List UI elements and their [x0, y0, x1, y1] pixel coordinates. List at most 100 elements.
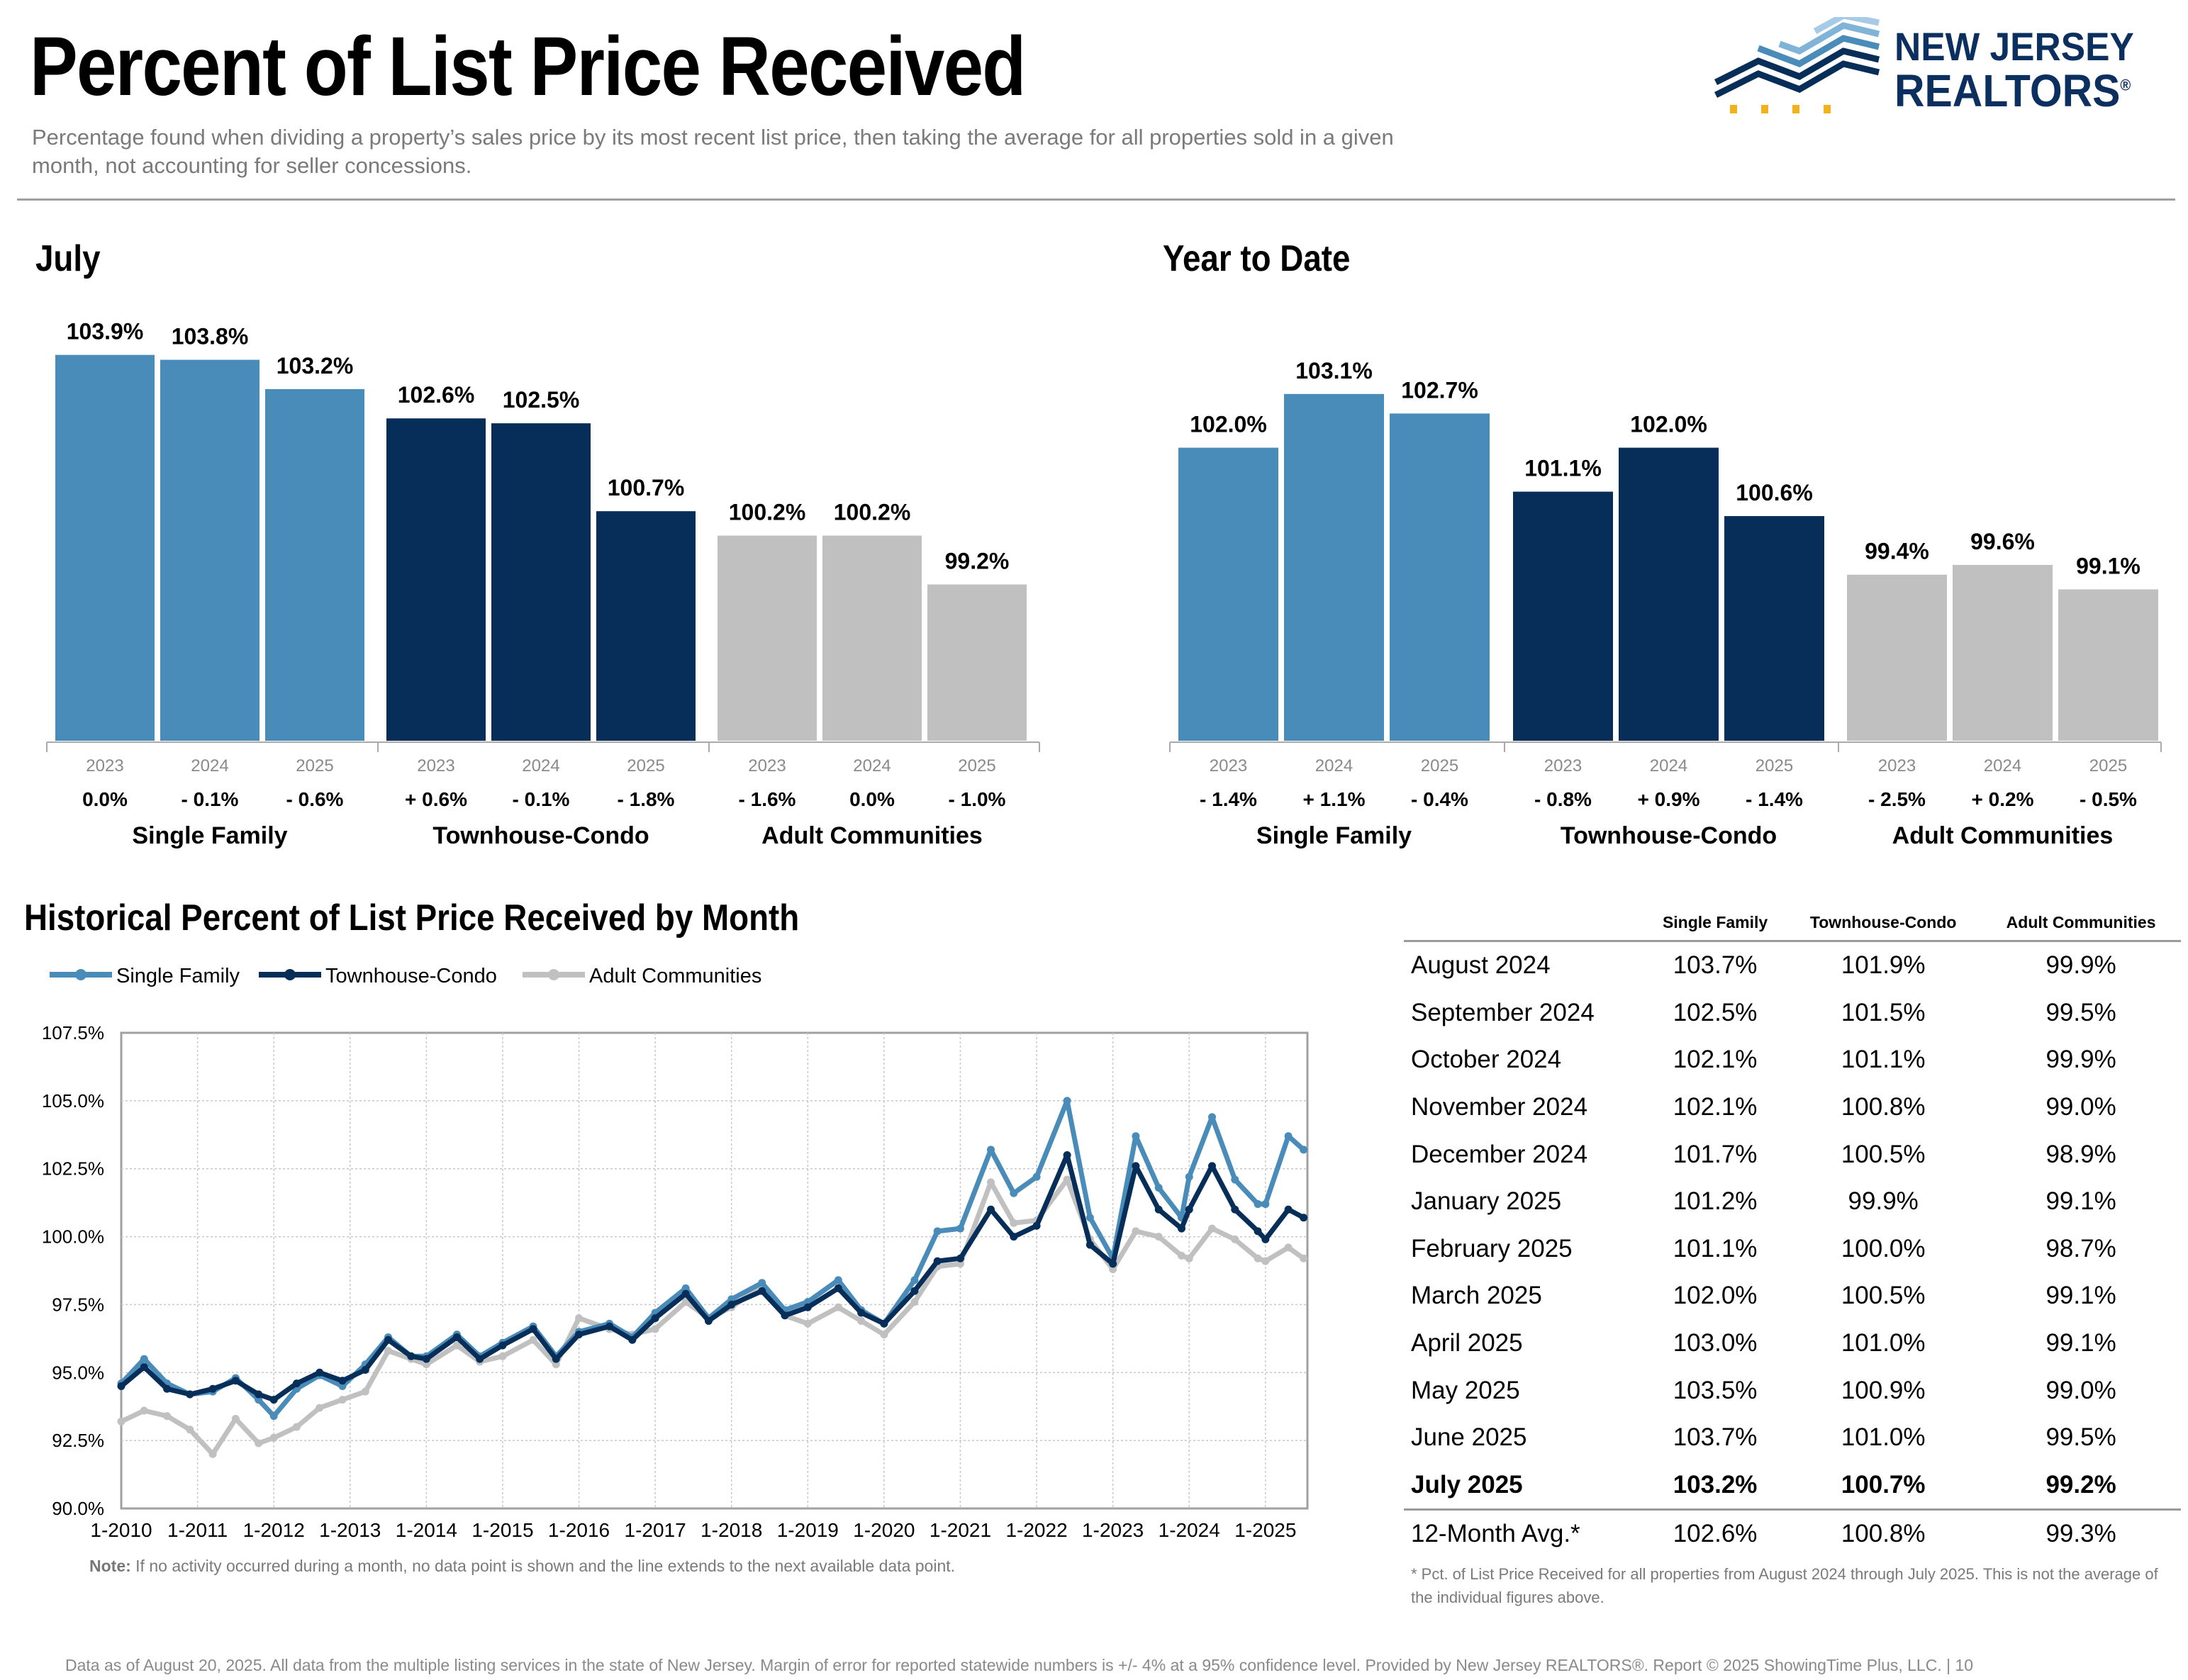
data-point: [1032, 1172, 1041, 1181]
bar-value-label: 102.0%: [1630, 412, 1707, 437]
table-cell-tc: 101.1%: [1841, 1046, 1926, 1074]
data-point: [269, 1433, 278, 1442]
bar-value-label: 100.6%: [1736, 480, 1813, 505]
data-point: [1010, 1233, 1018, 1241]
plot-area: [120, 1031, 1309, 1510]
logo-line-1: NEW JERSEY: [1894, 24, 2134, 69]
data-point: [1154, 1205, 1163, 1214]
data-point: [186, 1426, 194, 1434]
legend-marker: [75, 969, 86, 980]
table-cell-sf: 102.0%: [1673, 1282, 1758, 1310]
bar: [491, 423, 591, 741]
data-point: [338, 1396, 347, 1404]
table-header-adult-communities: Adult Communities: [2006, 912, 2156, 931]
bar-chart-title: Year to Date: [1163, 238, 1350, 279]
table-cell-sf: 103.7%: [1673, 1423, 1758, 1452]
table-cell-tc: 100.8%: [1841, 1093, 1926, 1121]
bar-change-label: - 2.5%: [1868, 788, 1926, 810]
bar-value-label: 103.2%: [277, 353, 354, 379]
table-cell-month: March 2025: [1411, 1282, 1542, 1310]
bar-year-label: 2023: [417, 756, 454, 775]
logo-line-2-text: REALTORS: [1894, 65, 2121, 116]
legend-marker: [548, 969, 559, 980]
bar-year-label: 2025: [1421, 756, 1458, 775]
table-row: September 2024 102.5% 101.5% 99.5%: [1404, 990, 2181, 1037]
data-point: [255, 1396, 263, 1404]
data-point: [956, 1254, 964, 1262]
data-point: [834, 1276, 842, 1284]
monthly-table: Single Family Townhouse-Condo Adult Comm…: [1404, 910, 2181, 1558]
legend-label: Adult Communities: [589, 965, 761, 987]
data-point: [1063, 1175, 1071, 1184]
data-point: [1254, 1254, 1262, 1262]
data-point: [1300, 1146, 1308, 1154]
table-cell-sf: 103.5%: [1673, 1376, 1758, 1404]
data-point: [1254, 1200, 1262, 1209]
bar-group-label: Townhouse-Condo: [1561, 822, 1777, 849]
data-point: [758, 1279, 766, 1287]
data-point: [384, 1347, 393, 1355]
data-point: [255, 1390, 263, 1399]
bar-value-label: 102.7%: [1401, 377, 1478, 403]
data-point: [292, 1379, 301, 1388]
data-point: [552, 1360, 560, 1369]
data-point: [476, 1355, 484, 1363]
bar-value-label: 103.8%: [172, 324, 249, 349]
y-tick-label: 107.5%: [42, 1022, 104, 1043]
bar: [822, 535, 922, 741]
y-tick-label: 92.5%: [52, 1430, 104, 1451]
data-point: [681, 1289, 690, 1298]
data-point: [910, 1276, 919, 1284]
data-point: [498, 1341, 507, 1350]
x-tick-label: 1-2018: [701, 1519, 762, 1541]
data-point: [255, 1439, 263, 1447]
july-bar-chart: July 103.9% 2023 0.0% 103.8% 2024 - 0.1% 103.2%…: [35, 238, 1040, 849]
data-point: [422, 1355, 430, 1363]
data-point: [140, 1363, 148, 1372]
table-row: August 2024 103.7% 101.9% 99.9%: [1404, 941, 2181, 990]
bar-group-label: Adult Communities: [761, 822, 983, 849]
table-row: May 2025 103.5% 100.9% 99.0%: [1404, 1367, 2181, 1414]
data-point: [338, 1377, 347, 1385]
data-point: [1208, 1113, 1217, 1121]
data-point: [422, 1360, 430, 1369]
table-cell-ac: 99.3%: [2045, 1520, 2116, 1548]
table-cell-tc: 100.0%: [1841, 1234, 1926, 1262]
logo-line-2: REALTORS®: [1894, 68, 2131, 113]
y-tick-label: 105.0%: [42, 1090, 104, 1111]
bar-year-label: 2025: [1756, 756, 1793, 775]
data-point: [1177, 1224, 1185, 1233]
data-point: [208, 1384, 217, 1393]
data-point: [987, 1178, 995, 1187]
data-point: [1032, 1221, 1041, 1230]
data-point: [575, 1331, 584, 1339]
table-cell-month: June 2025: [1411, 1423, 1527, 1452]
data-point: [1300, 1254, 1308, 1262]
data-point: [1185, 1254, 1193, 1262]
data-point: [1010, 1219, 1018, 1227]
data-point: [1085, 1241, 1094, 1249]
table-cell-month: May 2025: [1411, 1376, 1520, 1404]
table-cell-ac: 98.7%: [2045, 1234, 2116, 1262]
bar-year-label: 2023: [1544, 756, 1582, 775]
data-point: [117, 1417, 125, 1426]
table-cell-ac: 99.9%: [2045, 951, 2116, 980]
data-point: [575, 1314, 584, 1323]
bar-year-label: 2024: [1315, 756, 1353, 775]
data-point: [452, 1333, 461, 1341]
table-row: December 2024 101.7% 100.5% 98.9%: [1404, 1131, 2181, 1178]
table-row: November 2024 102.1% 100.8% 99.0%: [1404, 1084, 2181, 1131]
table-cell-sf: 102.5%: [1673, 998, 1758, 1026]
legend-label: Single Family: [116, 965, 240, 987]
header-divider: [17, 198, 2175, 201]
table-cell-tc: 101.9%: [1841, 951, 1926, 980]
table-row: June 2025 103.7% 101.0% 99.5%: [1404, 1414, 2181, 1462]
bar: [718, 535, 817, 741]
data-point: [1254, 1227, 1262, 1236]
bar-chart-title: July: [35, 238, 101, 279]
data-point: [1284, 1132, 1293, 1141]
table-cell-tc: 100.9%: [1841, 1376, 1926, 1404]
table-cell-ac: 99.0%: [2045, 1093, 2116, 1121]
table-cell-sf: 103.2%: [1673, 1470, 1758, 1499]
data-point: [651, 1325, 659, 1333]
